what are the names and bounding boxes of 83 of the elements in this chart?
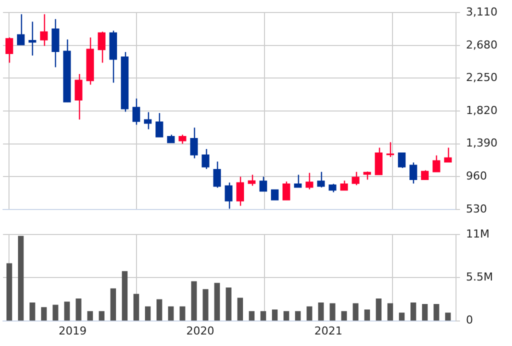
- bar: [110, 288, 116, 321]
- candlestick: [190, 127, 198, 159]
- bar: [122, 271, 128, 321]
- bar: [284, 311, 290, 321]
- candlestick: [40, 14, 48, 46]
- bar: [52, 304, 58, 321]
- bar: [64, 302, 70, 321]
- y-tick-label: 530: [466, 202, 487, 216]
- candlestick: [340, 180, 348, 191]
- bar: [330, 303, 336, 321]
- bar: [260, 311, 266, 321]
- bar: [41, 307, 47, 321]
- x-tick-label: 2020: [186, 324, 214, 338]
- bar: [156, 299, 162, 321]
- bar: [87, 311, 93, 321]
- candlestick: [132, 98, 140, 126]
- y-tick-label: 0: [466, 314, 473, 327]
- candlestick: [74, 73, 82, 120]
- candlestick: [259, 176, 268, 192]
- bar: [364, 310, 370, 321]
- bar: [398, 312, 405, 321]
- y-tick-label: 1,390: [466, 136, 498, 150]
- candlestick: [270, 189, 279, 200]
- bar: [422, 304, 428, 321]
- candlestick: [374, 147, 383, 176]
- bar: [237, 298, 243, 321]
- bar: [318, 302, 324, 321]
- bar: [295, 311, 301, 321]
- candlestick: [213, 160, 221, 188]
- candlestick: [52, 18, 60, 68]
- bar: [387, 303, 394, 321]
- bar: [202, 289, 208, 321]
- candlestick: [398, 152, 406, 169]
- bar: [180, 306, 186, 321]
- candlestick: [236, 176, 244, 206]
- candlestick: [5, 36, 14, 64]
- candlestick: [98, 31, 106, 64]
- y-tick-label: 1,820: [466, 104, 498, 117]
- candlestick: [248, 174, 256, 186]
- candlestick: [294, 174, 302, 188]
- candlestick: [224, 182, 232, 210]
- bar: [133, 294, 140, 321]
- bar: [214, 282, 220, 321]
- bar: [376, 298, 382, 321]
- candlestick: [444, 147, 452, 163]
- bar: [144, 306, 151, 321]
- bar: [30, 302, 36, 321]
- candlestick: [306, 172, 314, 190]
- y-tick-label: 5.5M: [466, 270, 493, 284]
- y-tick-label: 2,680: [466, 38, 498, 52]
- bar: [445, 312, 451, 321]
- candlestick: [202, 148, 210, 170]
- bar: [98, 311, 104, 321]
- x-tick-label: 2021: [314, 324, 342, 338]
- bar: [306, 306, 312, 321]
- bar: [168, 306, 174, 321]
- candlestick: [156, 112, 164, 138]
- candlestick: [432, 154, 440, 172]
- bar: [6, 263, 12, 321]
- bar: [352, 303, 358, 321]
- y-tick-label: 960: [466, 169, 487, 182]
- candlestick: [317, 171, 325, 188]
- bar: [341, 311, 347, 321]
- x-tick-label: 2019: [58, 324, 87, 338]
- bar: [410, 302, 416, 321]
- candlestick: [17, 14, 25, 46]
- y-tick-label: 2,250: [466, 71, 498, 84]
- candlestick: [409, 162, 418, 184]
- bar: [191, 281, 197, 321]
- candlestick: [421, 170, 429, 180]
- y-tick-label: 3,110: [466, 5, 498, 18]
- candlestick: [352, 171, 360, 186]
- bar: [76, 298, 82, 321]
- y-tick-label: 11M: [466, 227, 490, 240]
- bar: [226, 288, 232, 321]
- candlestick: [28, 21, 36, 56]
- bar: [248, 311, 255, 321]
- bar: [434, 304, 440, 321]
- bar: [18, 236, 24, 321]
- candlestick: [144, 112, 152, 130]
- bar: [272, 310, 278, 321]
- candlestick: [178, 134, 186, 144]
- candlestick: [282, 180, 290, 201]
